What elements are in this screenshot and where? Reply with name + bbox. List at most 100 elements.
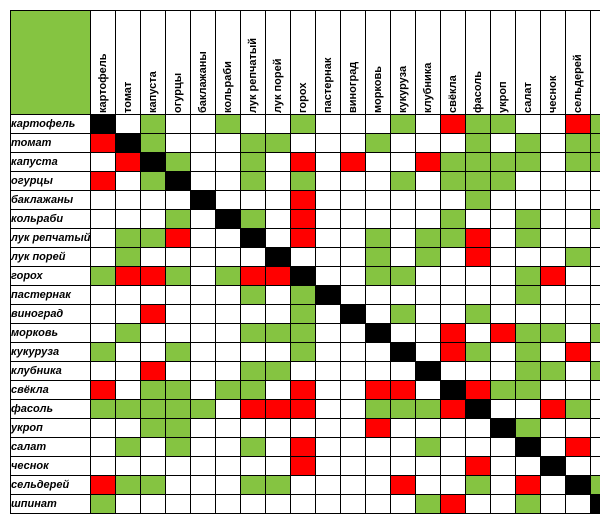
matrix-cell (591, 400, 600, 419)
matrix-cell (91, 172, 116, 191)
matrix-cell (566, 400, 591, 419)
matrix-cell (541, 153, 566, 172)
matrix-cell (241, 267, 266, 286)
matrix-cell (491, 324, 516, 343)
col-header: томат (116, 11, 141, 115)
matrix-cell (166, 115, 191, 134)
col-header: кольраби (216, 11, 241, 115)
matrix-cell (591, 115, 600, 134)
matrix-cell (141, 229, 166, 248)
col-header: фасоль (466, 11, 491, 115)
matrix-cell (591, 153, 600, 172)
matrix-cell (391, 324, 416, 343)
col-label: кукуруза (392, 91, 414, 115)
matrix-cell (241, 172, 266, 191)
row-header: кольраби (11, 210, 91, 229)
matrix-cell (491, 381, 516, 400)
matrix-cell (316, 438, 341, 457)
row-header: горох (11, 267, 91, 286)
matrix-row: лук репчатый (11, 229, 600, 248)
matrix-cell (491, 115, 516, 134)
matrix-cell (441, 248, 466, 267)
matrix-cell (191, 248, 216, 267)
matrix-cell (91, 115, 116, 134)
matrix-cell (166, 362, 191, 381)
matrix-cell (541, 476, 566, 495)
matrix-cell (391, 476, 416, 495)
row-header: картофель (11, 115, 91, 134)
matrix-cell (116, 457, 141, 476)
matrix-cell (191, 362, 216, 381)
matrix-cell (166, 476, 191, 495)
matrix-cell (216, 210, 241, 229)
matrix-cell (566, 153, 591, 172)
matrix-cell (266, 362, 291, 381)
matrix-cell (116, 438, 141, 457)
matrix-cell (466, 153, 491, 172)
matrix-cell (516, 381, 541, 400)
matrix-cell (566, 495, 591, 514)
matrix-row: кольраби (11, 210, 600, 229)
matrix-cell (291, 400, 316, 419)
matrix-cell (291, 419, 316, 438)
matrix-cell (191, 400, 216, 419)
col-header: лук порей (266, 11, 291, 115)
col-label: чеснок (542, 91, 564, 115)
matrix-cell (441, 381, 466, 400)
matrix-cell (291, 134, 316, 153)
row-header: кукуруза (11, 343, 91, 362)
matrix-cell (416, 153, 441, 172)
matrix-cell (366, 495, 391, 514)
matrix-cell (341, 343, 366, 362)
matrix-cell (191, 381, 216, 400)
matrix-cell (566, 134, 591, 153)
matrix-cell (241, 191, 266, 210)
matrix-cell (91, 419, 116, 438)
matrix-cell (291, 210, 316, 229)
matrix-cell (591, 172, 600, 191)
matrix-cell (541, 229, 566, 248)
matrix-cell (166, 191, 191, 210)
matrix-cell (91, 324, 116, 343)
matrix-cell (516, 457, 541, 476)
matrix-cell (166, 153, 191, 172)
matrix-cell (91, 210, 116, 229)
matrix-cell (591, 343, 600, 362)
col-label: огурцы (167, 91, 189, 115)
matrix-cell (266, 134, 291, 153)
matrix-cell (91, 191, 116, 210)
matrix-cell (416, 172, 441, 191)
matrix-cell (266, 115, 291, 134)
col-header: пастернак (316, 11, 341, 115)
matrix-cell (441, 172, 466, 191)
matrix-cell (416, 438, 441, 457)
matrix-cell (441, 153, 466, 172)
matrix-cell (466, 495, 491, 514)
header-row: картофельтоматкапустаогурцыбаклажаныколь… (11, 11, 600, 115)
matrix-cell (266, 419, 291, 438)
matrix-cell (366, 286, 391, 305)
matrix-cell (591, 229, 600, 248)
matrix-row: картофель (11, 115, 600, 134)
col-label: баклажаны (192, 91, 214, 115)
matrix-cell (441, 343, 466, 362)
matrix-cell (591, 381, 600, 400)
matrix-cell (241, 400, 266, 419)
matrix-cell (441, 400, 466, 419)
col-header: виноград (341, 11, 366, 115)
matrix-cell (466, 381, 491, 400)
matrix-cell (216, 172, 241, 191)
matrix-cell (216, 343, 241, 362)
matrix-cell (216, 134, 241, 153)
matrix-cell (191, 115, 216, 134)
matrix-cell (291, 324, 316, 343)
matrix-cell (441, 362, 466, 381)
matrix-cell (266, 267, 291, 286)
matrix-cell (466, 134, 491, 153)
matrix-cell (216, 267, 241, 286)
matrix-cell (116, 324, 141, 343)
matrix-cell (416, 419, 441, 438)
matrix-cell (541, 457, 566, 476)
matrix-cell (241, 248, 266, 267)
matrix-cell (266, 305, 291, 324)
